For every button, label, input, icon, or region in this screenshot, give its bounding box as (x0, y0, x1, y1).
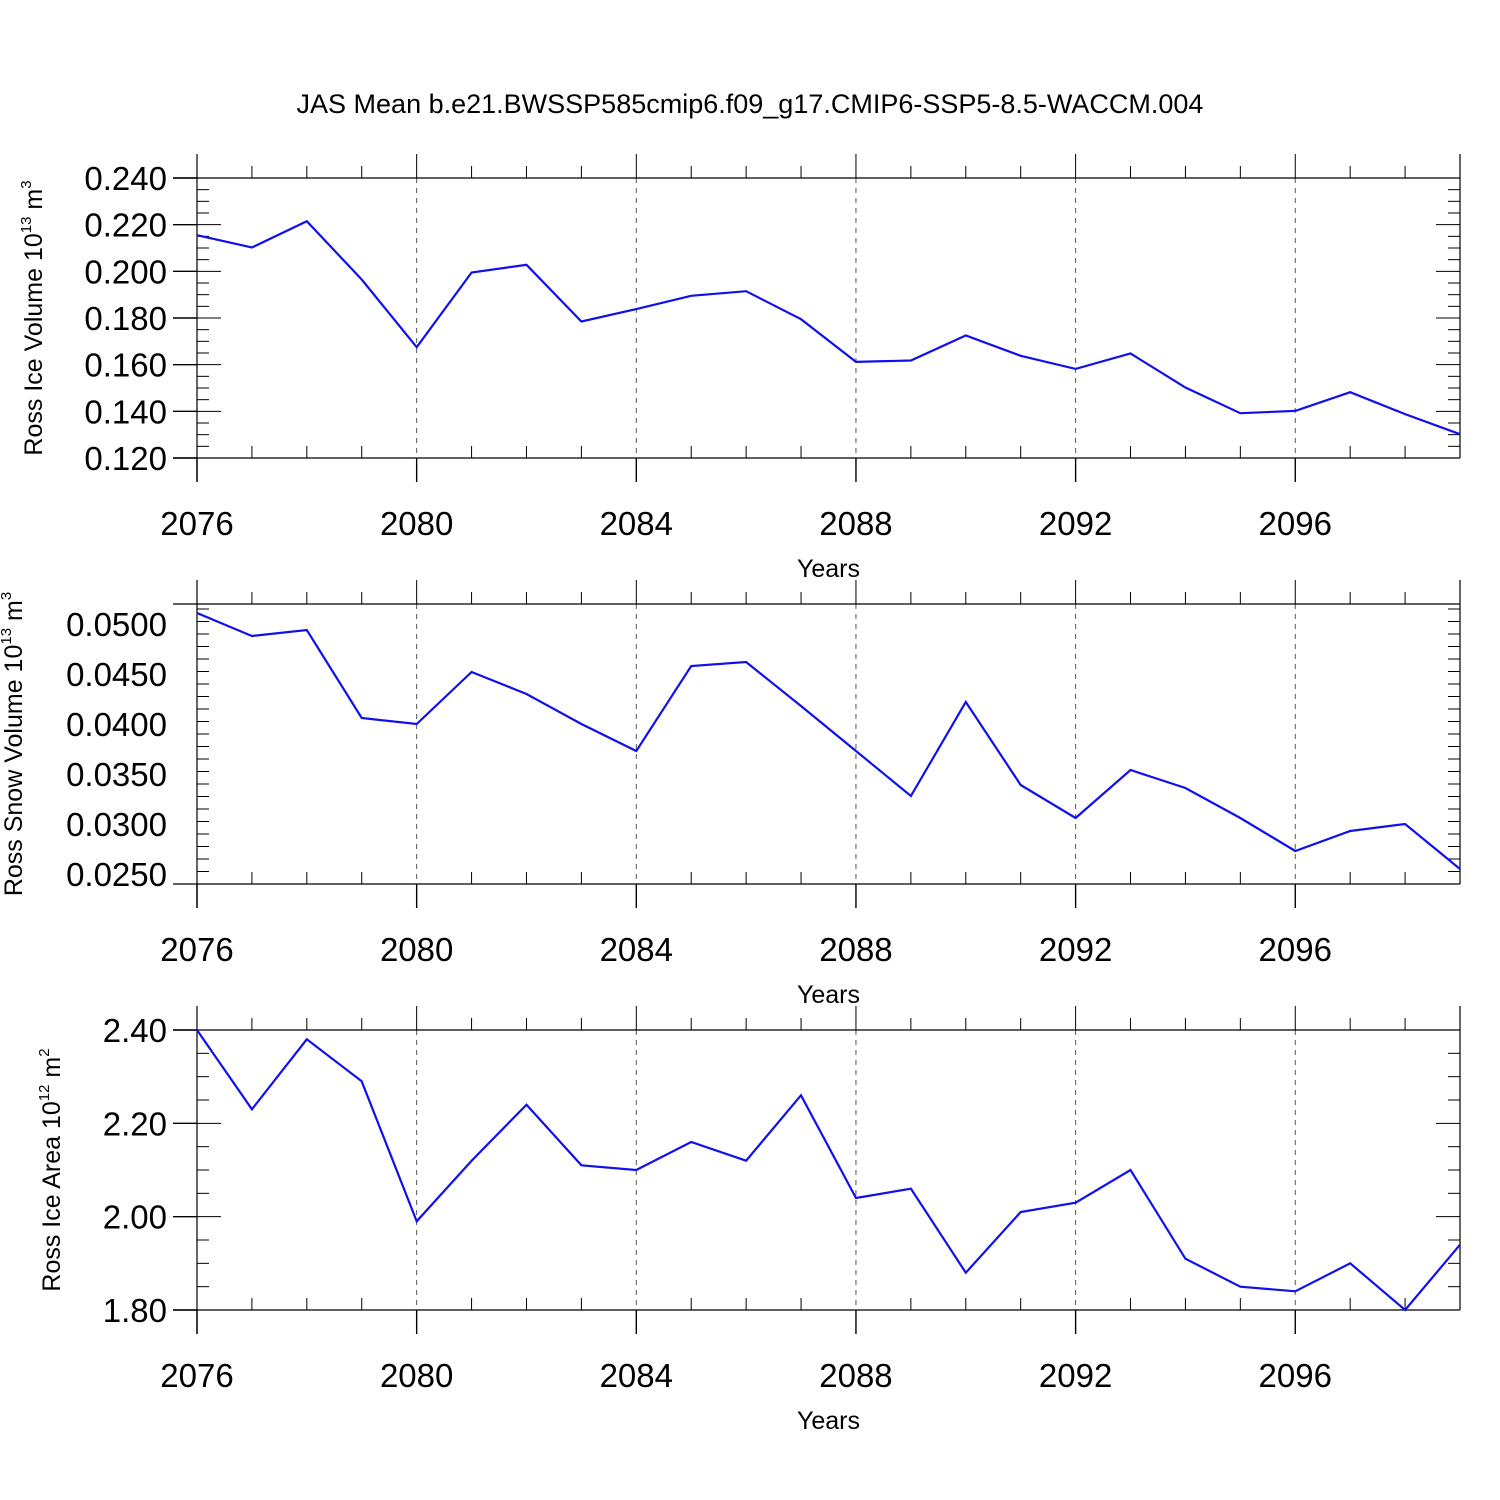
x-tick-label: 2080 (380, 505, 453, 542)
x-tick-label: 2084 (600, 505, 673, 542)
y-tick-label: 0.0250 (66, 856, 167, 893)
panel-1: 0.120 0.140 0.160 0.180 0.200 0.220 0.240 2076 2… (18, 154, 1461, 583)
y-axis-label: Ross Ice Volume 1013 m3 (18, 180, 48, 455)
x-axis-label: Years (797, 1407, 860, 1435)
series-line (196, 219, 1461, 436)
x-tick-label: 2080 (380, 1357, 453, 1394)
panel-2: 0.0250 0.0300 0.0350 0.0400 0.0450 0.0500 2076… (0, 580, 1461, 1009)
y-tick-label: 0.220 (84, 207, 167, 244)
y-axis-label: Ross Ice Area 1012 m2 (36, 1048, 66, 1291)
y-axis-label: Ross Snow Volume 1013 m3 (0, 592, 28, 896)
x-tick-label: 2084 (600, 1357, 673, 1394)
y-tick-label: 0.0400 (66, 706, 167, 743)
x-axis-label: Years (797, 981, 860, 1009)
y-tick-label: 0.160 (84, 347, 167, 384)
y-tick-label: 0.0450 (66, 656, 167, 693)
x-tick-label: 2092 (1039, 505, 1112, 542)
panels: 0.120 0.140 0.160 0.180 0.200 0.220 0.240 2076 2… (0, 154, 1461, 1435)
x-tick-label: 2092 (1039, 1357, 1112, 1394)
y-tick-label: 2.40 (103, 1012, 167, 1049)
y-tick-label: 1.80 (103, 1292, 167, 1329)
y-tick-label: 0.0300 (66, 806, 167, 843)
x-tick-label: 2076 (160, 505, 233, 542)
y-tick-label: 0.200 (84, 253, 167, 290)
y-tick-label: 2.20 (103, 1105, 167, 1142)
y-tick-label: 0.0350 (66, 756, 167, 793)
y-tick-label: 2.00 (103, 1199, 167, 1236)
x-tick-label: 2092 (1039, 931, 1112, 968)
x-tick-label: 2080 (380, 931, 453, 968)
y-tick-label: 0.120 (84, 440, 167, 477)
x-tick-label: 2088 (819, 505, 892, 542)
x-tick-label: 2076 (160, 1357, 233, 1394)
y-tick-label: 0.0500 (66, 606, 167, 643)
x-tick-label: 2096 (1259, 1357, 1332, 1394)
y-tick-label: 0.180 (84, 300, 167, 337)
x-tick-label: 2088 (819, 1357, 892, 1394)
y-tick-label: 0.140 (84, 393, 167, 430)
x-tick-label: 2096 (1259, 931, 1332, 968)
x-axis-label: Years (797, 555, 860, 583)
series-line (196, 1029, 1461, 1312)
x-tick-label: 2084 (600, 931, 673, 968)
x-tick-label: 2096 (1259, 505, 1332, 542)
figure-title: JAS Mean b.e21.BWSSP585cmip6.f09_g17.CMI… (297, 89, 1204, 119)
y-tick-label: 0.240 (84, 160, 167, 197)
series-line (196, 611, 1461, 870)
x-tick-label: 2076 (160, 931, 233, 968)
panel-3: 1.80 2.00 2.20 2.40 2076 2080 2084 2088 2092 2096… (36, 1006, 1461, 1435)
x-tick-label: 2088 (819, 931, 892, 968)
